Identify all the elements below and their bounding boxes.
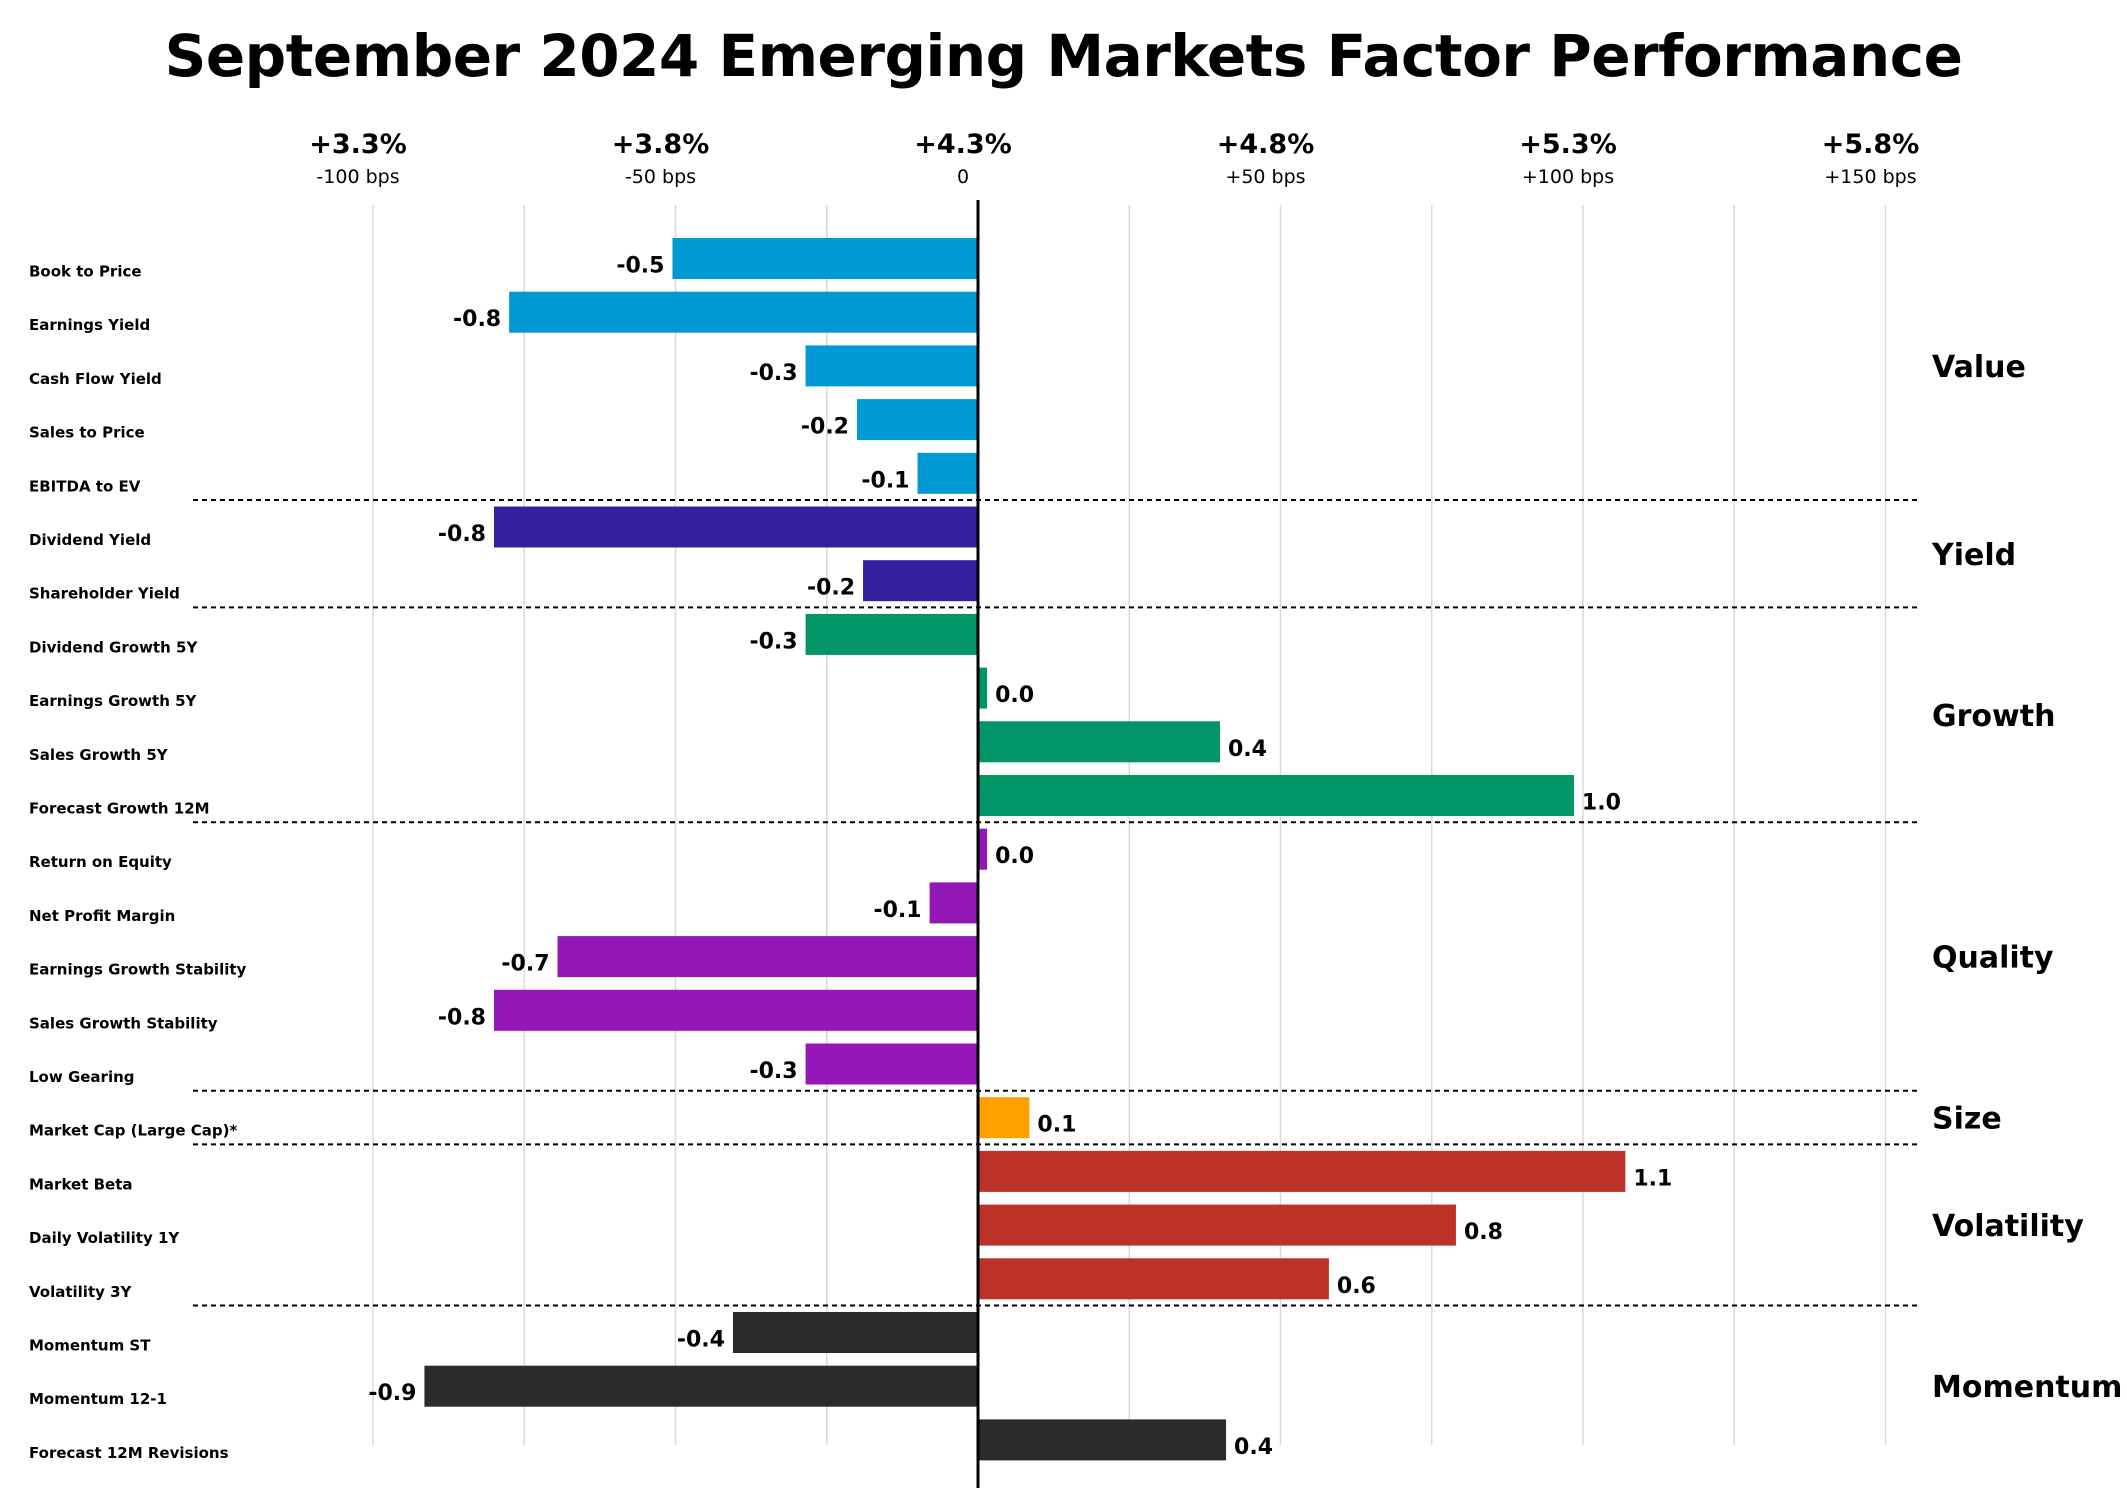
- bar: [978, 667, 988, 709]
- tick-label: +5.8%: [1822, 129, 1920, 160]
- bar: [732, 1312, 978, 1353]
- tick-sublabel: +50 bps: [1225, 166, 1305, 188]
- bar: [978, 1204, 1456, 1246]
- data-label: -0.1: [873, 898, 921, 923]
- bar: [857, 399, 978, 441]
- data-label: 0.0: [995, 844, 1034, 869]
- category-label: Shareholder Yield: [29, 585, 180, 603]
- tick-label: +3.8%: [612, 129, 710, 160]
- tick-label: +5.3%: [1519, 129, 1617, 160]
- category-label: Dividend Yield: [29, 531, 151, 549]
- category-labels: Book to Price Earnings Yield Cash Flow Yie…: [29, 263, 247, 1462]
- group-label: Yield: [1931, 538, 2016, 573]
- bar: [978, 828, 988, 870]
- group-label: Momentum: [1932, 1370, 2122, 1405]
- category-label: Earnings Growth 5Y: [29, 692, 198, 710]
- data-label: -0.8: [453, 307, 501, 332]
- tick-label: +3.3%: [309, 129, 407, 160]
- category-label: Sales to Price: [29, 424, 145, 442]
- data-label: -0.8: [438, 1005, 486, 1030]
- data-label: 0.4: [1228, 737, 1267, 762]
- category-label: Volatility 3Y: [29, 1283, 133, 1301]
- bar: [805, 345, 978, 387]
- group-labels: Value Yield Growth Quality Size Volatility Mom…: [1931, 350, 2122, 1405]
- tick-label: +4.8%: [1217, 129, 1315, 160]
- tick-sublabel: +150 bps: [1824, 166, 1916, 188]
- bar: [978, 1150, 1626, 1192]
- chart-title: September 2024 Emerging Markets Factor P…: [164, 22, 1963, 90]
- category-label: Daily Volatility 1Y: [29, 1229, 180, 1247]
- data-label: -0.7: [501, 952, 549, 977]
- bars: -0.5 -0.8 -0.3 -0.2 -0.1 -0.8 -0.2 -0.3 0.0 0.4 1.…: [368, 238, 1672, 1461]
- tick-sublabel: -50 bps: [625, 166, 696, 188]
- bar: [978, 775, 1574, 816]
- data-label: -0.3: [749, 629, 797, 654]
- data-label: 0.4: [1234, 1435, 1273, 1460]
- category-label: Return on Equity: [29, 853, 172, 871]
- data-label: 0.1: [1037, 1113, 1076, 1138]
- bar: [494, 506, 978, 548]
- category-label: Sales Growth 5Y: [29, 746, 169, 764]
- category-label: Net Profit Margin: [29, 907, 175, 925]
- category-label: Cash Flow Yield: [29, 370, 162, 388]
- bar: [978, 1258, 1329, 1300]
- category-label: Dividend Growth 5Y: [29, 638, 198, 656]
- bar: [929, 882, 978, 924]
- category-label: EBITDA to EV: [29, 477, 141, 495]
- category-label: Momentum ST: [29, 1337, 151, 1355]
- data-label: -0.8: [438, 522, 486, 547]
- data-label: -0.3: [749, 361, 797, 386]
- bar: [494, 989, 978, 1031]
- data-label: 0.8: [1464, 1220, 1503, 1245]
- data-label: -0.9: [368, 1381, 416, 1406]
- category-label: Earnings Yield: [29, 316, 150, 334]
- tick-sublabel: -100 bps: [316, 166, 399, 188]
- data-label: -0.3: [749, 1059, 797, 1084]
- bar: [805, 613, 978, 655]
- bar: [917, 452, 978, 494]
- bar: [557, 936, 978, 978]
- group-label: Value: [1932, 350, 2026, 385]
- x-axis-ticks: +3.3% -100 bps +3.8% -50 bps +4.3% 0 +4.8% +50 …: [309, 129, 1919, 188]
- bar: [509, 291, 978, 333]
- data-label: -0.1: [861, 468, 909, 493]
- bar: [863, 560, 978, 602]
- data-label: -0.2: [801, 415, 849, 440]
- data-label: -0.4: [677, 1328, 725, 1353]
- group-label: Quality: [1932, 941, 2054, 976]
- data-label: 1.1: [1633, 1166, 1672, 1191]
- bar: [805, 1043, 978, 1085]
- bar: [978, 721, 1220, 763]
- data-label: -0.5: [616, 254, 664, 279]
- data-label: 1.0: [1582, 791, 1621, 816]
- category-label: Forecast 12M Revisions: [29, 1444, 229, 1462]
- tick-sublabel: 0: [957, 166, 969, 188]
- bar: [672, 238, 978, 279]
- category-label: Earnings Growth Stability: [29, 961, 247, 979]
- category-label: Momentum 12-1: [29, 1390, 167, 1408]
- group-label: Volatility: [1932, 1209, 2084, 1244]
- tick-sublabel: +100 bps: [1522, 166, 1614, 188]
- bar: [978, 1419, 1227, 1461]
- category-label: Low Gearing: [29, 1068, 135, 1086]
- bar: [424, 1365, 978, 1407]
- category-label: Market Cap (Large Cap)*: [29, 1122, 237, 1140]
- group-label: Size: [1932, 1102, 2002, 1137]
- data-label: 0.6: [1337, 1274, 1376, 1299]
- category-label: Sales Growth Stability: [29, 1014, 218, 1032]
- data-label: -0.2: [807, 576, 855, 601]
- tick-label: +4.3%: [914, 129, 1012, 160]
- bar: [978, 1097, 1030, 1139]
- category-label: Forecast Growth 12M: [29, 800, 210, 818]
- category-label: Market Beta: [29, 1175, 132, 1193]
- data-label: 0.0: [995, 683, 1034, 708]
- group-label: Growth: [1932, 699, 2055, 734]
- category-label: Book to Price: [29, 263, 142, 281]
